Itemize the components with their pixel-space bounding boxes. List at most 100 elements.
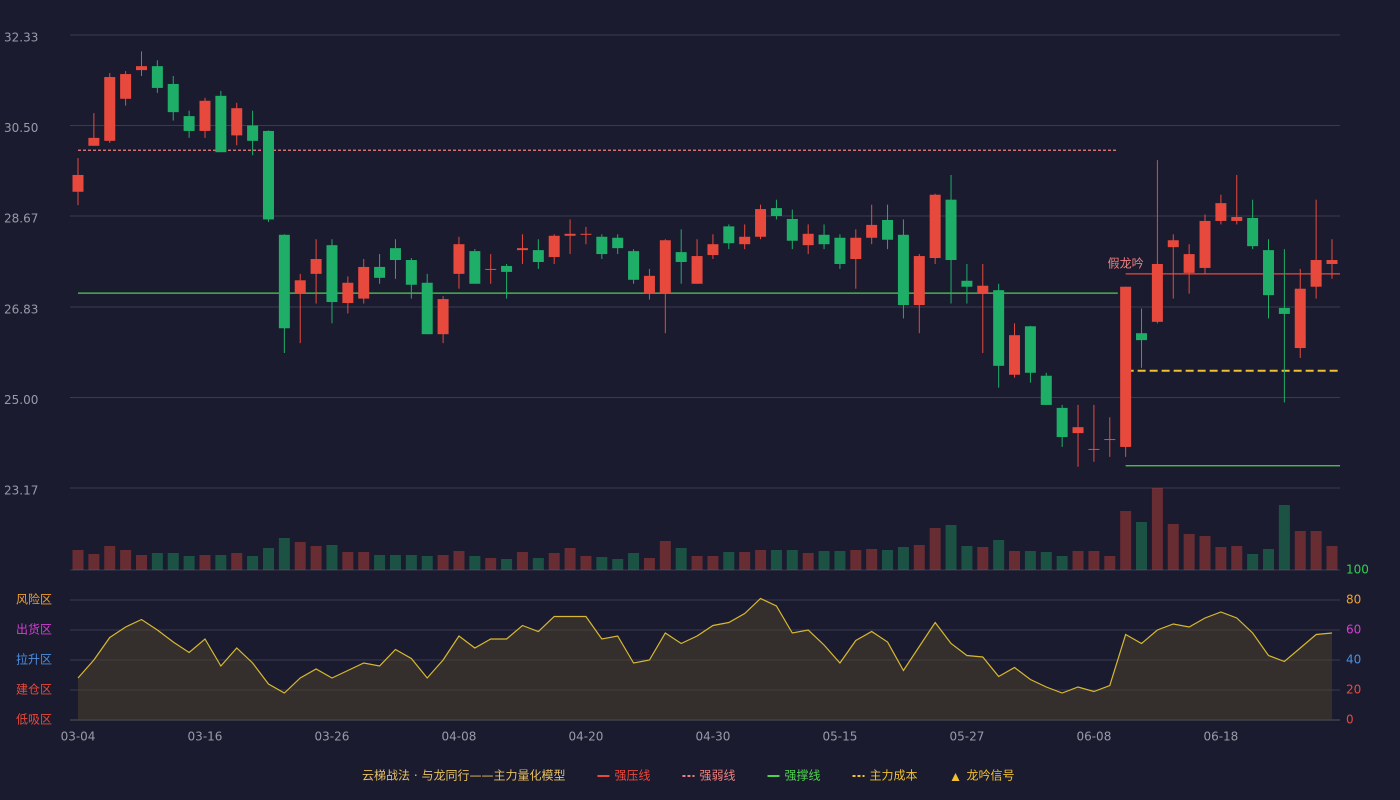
volume-bar bbox=[1263, 549, 1275, 570]
volume-bar bbox=[358, 552, 370, 570]
candle-body bbox=[1104, 439, 1116, 441]
candle-body bbox=[358, 266, 370, 299]
volume-bar bbox=[1310, 531, 1322, 570]
candle-body bbox=[183, 116, 195, 131]
candle-body bbox=[850, 237, 862, 260]
volume-bar bbox=[310, 546, 322, 570]
volume-bar bbox=[707, 556, 719, 570]
y2-tick-label: 40 bbox=[1346, 653, 1361, 667]
candle-body bbox=[770, 208, 782, 217]
volume-bar bbox=[183, 556, 195, 570]
candle-body bbox=[961, 280, 973, 287]
candle-body bbox=[405, 260, 417, 285]
volume-bar bbox=[485, 558, 497, 570]
volume-bar bbox=[913, 545, 925, 570]
y2-tick-label: 80 bbox=[1346, 593, 1361, 607]
candle-body bbox=[516, 248, 528, 251]
candle-body bbox=[1199, 220, 1211, 268]
candle-body bbox=[135, 66, 147, 71]
volume-bar bbox=[1167, 524, 1179, 570]
volume-bar bbox=[1278, 505, 1290, 570]
candle-body bbox=[231, 108, 243, 136]
candle-body bbox=[1024, 326, 1036, 373]
volume-bar bbox=[691, 556, 703, 570]
volume-bar bbox=[850, 550, 862, 570]
candle-body bbox=[104, 77, 116, 141]
candle-body bbox=[72, 174, 84, 192]
x-tick-label: 03-04 bbox=[61, 730, 96, 744]
candle-body bbox=[215, 95, 227, 153]
candle-body bbox=[262, 130, 274, 220]
volume-bar bbox=[120, 550, 132, 570]
candle-body bbox=[453, 244, 465, 274]
candle-body bbox=[1183, 254, 1195, 273]
candle-body bbox=[707, 244, 719, 256]
volume-bar bbox=[167, 553, 179, 570]
candle-body bbox=[564, 233, 576, 236]
candle-body bbox=[691, 256, 703, 284]
volume-bar bbox=[199, 555, 211, 570]
volume-bar bbox=[866, 549, 878, 570]
volume-bar bbox=[834, 551, 846, 570]
candle-body bbox=[1151, 263, 1163, 322]
volume-bar bbox=[135, 555, 147, 570]
indicator-line bbox=[77, 597, 1333, 694]
candle-body bbox=[532, 250, 544, 262]
volume-bar bbox=[897, 547, 909, 570]
candle-body bbox=[326, 245, 338, 303]
volume-bar bbox=[1151, 488, 1163, 570]
candle-body bbox=[596, 236, 608, 255]
volume-bar bbox=[643, 558, 655, 570]
candle-body bbox=[120, 74, 132, 99]
candle-body bbox=[643, 275, 655, 294]
y-tick-label: 30.50 bbox=[4, 121, 38, 135]
legend-label: 龙吟信号 bbox=[967, 768, 1015, 783]
candle-body bbox=[1088, 448, 1100, 450]
volume-bar bbox=[405, 555, 417, 570]
volume-bar bbox=[977, 547, 989, 570]
volume-bar bbox=[215, 555, 227, 570]
zone-label: 出货区 bbox=[16, 622, 52, 637]
y2-tick-label: 100 bbox=[1346, 563, 1369, 577]
candle-body bbox=[151, 66, 163, 88]
candle-body bbox=[834, 237, 846, 264]
candle-body bbox=[818, 234, 830, 245]
volume-bar bbox=[1199, 536, 1211, 570]
candle-body bbox=[374, 266, 386, 278]
volume-bar bbox=[786, 550, 798, 570]
volume-bar bbox=[1136, 522, 1148, 570]
x-tick-label: 05-15 bbox=[822, 730, 857, 744]
candle-body bbox=[945, 199, 957, 261]
volume-bar bbox=[1294, 531, 1306, 570]
candle-body bbox=[659, 240, 671, 294]
candle-body bbox=[929, 194, 941, 259]
candle-body bbox=[1294, 288, 1306, 349]
legend-label: 强压线 bbox=[614, 769, 650, 783]
legend-symbol bbox=[951, 773, 960, 781]
volume-bar bbox=[469, 556, 481, 570]
candle-body bbox=[1167, 240, 1179, 248]
candle-body bbox=[1278, 307, 1290, 314]
volume-bar bbox=[1056, 556, 1068, 570]
volume-bar bbox=[1120, 511, 1132, 570]
candle-body bbox=[1326, 260, 1338, 264]
zone-label: 建仓区 bbox=[16, 683, 52, 697]
candle-body bbox=[1231, 216, 1243, 221]
volume-bar bbox=[374, 555, 386, 570]
volume-bar bbox=[961, 546, 973, 570]
candle-body bbox=[1009, 335, 1021, 375]
volume-bar bbox=[1215, 547, 1227, 570]
candle-body bbox=[469, 251, 481, 284]
volume-bar bbox=[421, 556, 433, 570]
volume-bar bbox=[612, 559, 624, 570]
volume-bar bbox=[231, 553, 243, 570]
volume-bar bbox=[88, 554, 100, 570]
candle-body bbox=[247, 125, 259, 141]
x-tick-label: 04-20 bbox=[569, 730, 604, 744]
candle-body bbox=[88, 137, 100, 146]
candle-body bbox=[278, 234, 290, 329]
candle-body bbox=[882, 219, 894, 240]
volume-bar bbox=[1088, 551, 1100, 570]
